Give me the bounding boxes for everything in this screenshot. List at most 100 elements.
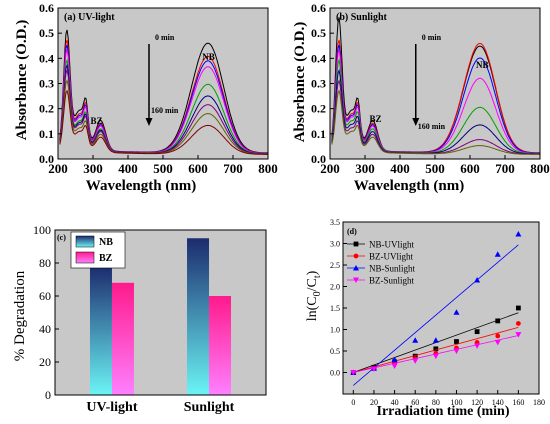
x-tick-label: 800 bbox=[258, 161, 278, 176]
y-tick-label: 0.1 bbox=[311, 127, 326, 141]
panel-d-xlabel: Irradiation time (min) bbox=[377, 404, 510, 419]
legend-label-bz: BZ bbox=[99, 253, 113, 264]
time-arrow-head bbox=[412, 118, 420, 126]
y-tick-label: 0.0 bbox=[330, 369, 340, 378]
y-tick-label: 0.5 bbox=[330, 347, 340, 356]
panel-label: (b) Sunlight bbox=[336, 12, 388, 23]
y-tick-label: 0.6 bbox=[311, 1, 326, 15]
y-tick-label: 2.5 bbox=[330, 261, 340, 270]
y-tick-label: 0.0 bbox=[39, 152, 54, 166]
legend-marker-bz-uvlight bbox=[353, 253, 359, 259]
x-tick-label: 700 bbox=[223, 161, 243, 176]
legend-label-nb-sunlight: NB-Sunlight bbox=[369, 264, 416, 274]
x-tick-label: 500 bbox=[153, 161, 173, 176]
data-point-bz-sunlight bbox=[494, 339, 501, 346]
y-tick-label: 100 bbox=[33, 223, 51, 237]
data-point-bz-sunlight bbox=[515, 332, 522, 338]
spectrum-line-7 bbox=[331, 89, 540, 155]
data-point-nb-sunlight bbox=[412, 337, 419, 343]
y-tick-label: 2.0 bbox=[330, 283, 340, 292]
x-tick-label: 140 bbox=[492, 398, 504, 407]
data-point-nb-sunlight bbox=[391, 356, 398, 363]
annotation-start: 0 min bbox=[155, 33, 175, 42]
y-tick-label: 0.1 bbox=[39, 127, 54, 141]
bar-nb-0 bbox=[89, 266, 112, 395]
spectrum-line-5 bbox=[331, 68, 540, 155]
y-tick-label: 0.4 bbox=[39, 51, 54, 65]
y-tick-label: 0.3 bbox=[311, 77, 326, 91]
data-point-bz-sunlight bbox=[391, 363, 398, 370]
annotation-end: 160 min bbox=[151, 106, 179, 115]
legend-label-bz-uvlight: BZ-UVlight bbox=[369, 252, 413, 262]
x-tick-label: 100 bbox=[450, 398, 462, 407]
panel-d-ylabel-main: ln(C bbox=[305, 296, 320, 321]
panel-b-xlabel: Wavelength (nm) bbox=[354, 178, 464, 194]
data-point-nb-sunlight bbox=[494, 251, 501, 257]
y-tick-label: 1.5 bbox=[330, 304, 340, 313]
data-point-bz-uvlight bbox=[495, 333, 501, 339]
x-tick-label: 200 bbox=[320, 161, 340, 176]
panel-d-ylabel-mid: /C bbox=[305, 278, 320, 291]
x-tick-label: 180 bbox=[533, 398, 545, 407]
bar-bz-1 bbox=[209, 296, 232, 395]
time-arrow-head bbox=[145, 118, 153, 126]
data-point-nb-sunlight bbox=[453, 309, 460, 315]
annotation-end: 160 min bbox=[418, 122, 446, 131]
data-point-bz-sunlight bbox=[412, 358, 419, 364]
panel-d-ylabel-sub1: t bbox=[312, 275, 323, 278]
panel-a-xlabel: Wavelength (nm) bbox=[86, 178, 196, 194]
panel-d-kinetics-plot: ln(C0/Ct) Irradiation time (min) 0 20 40 60… bbox=[305, 218, 545, 419]
annotation-bz: BZ bbox=[90, 116, 102, 126]
x-tick-label: 600 bbox=[460, 161, 480, 176]
data-point-bz-sunlight bbox=[474, 343, 481, 349]
x-tick-label: 800 bbox=[530, 161, 550, 176]
spectrum-line-8 bbox=[59, 89, 268, 155]
data-point-nb-uvlight bbox=[412, 353, 418, 359]
data-point-nb-uvlight bbox=[495, 318, 501, 324]
x-tick-label: 20 bbox=[370, 398, 378, 407]
y-tick-label: 0.6 bbox=[39, 1, 54, 15]
panel-d-ylabel: ln(C0/Ct) bbox=[305, 270, 323, 321]
y-tick-label: 3.0 bbox=[330, 240, 340, 249]
y-tick-label: 0.0 bbox=[311, 152, 326, 166]
fit-line-bz-uvlight bbox=[353, 326, 519, 373]
x-tick-label: 0 bbox=[351, 398, 355, 407]
y-tick-label: 80 bbox=[39, 256, 51, 270]
legend-swatch-nb bbox=[75, 235, 95, 248]
y-tick-label: 0.2 bbox=[39, 102, 54, 116]
annotation-nb: NB bbox=[476, 60, 489, 70]
panel-label: (a) UV-light bbox=[64, 12, 115, 23]
y-tick-label: 0.2 bbox=[311, 102, 326, 116]
data-point-nb-uvlight bbox=[515, 305, 521, 311]
x-tick-label: 700 bbox=[495, 161, 515, 176]
bar-nb-1 bbox=[187, 238, 210, 395]
legend-label-nb: NB bbox=[99, 237, 113, 248]
panel-b-sunlight-spectra: Absorbance (O.D.) Wavelength (nm) 200 300… bbox=[292, 1, 550, 194]
panel-b-ylabel: Absorbance (O.D.) bbox=[292, 22, 308, 142]
data-point-bz-sunlight bbox=[432, 353, 439, 360]
x-tick-label: 60 bbox=[411, 398, 419, 407]
annotation-nb: NB bbox=[202, 52, 215, 62]
y-tick-label: 0.5 bbox=[39, 26, 54, 40]
data-point-nb-sunlight bbox=[474, 277, 481, 283]
data-point-nb-sunlight bbox=[432, 337, 439, 343]
y-tick-label: 3.5 bbox=[330, 218, 340, 227]
data-point-bz-sunlight bbox=[453, 348, 460, 354]
panel-label: (c) bbox=[57, 233, 66, 242]
y-tick-label: 1.0 bbox=[330, 326, 340, 335]
legend-marker-nb-sunlight bbox=[353, 265, 359, 271]
legend-marker-bz-sunlight bbox=[353, 277, 359, 283]
x-tick-label: 500 bbox=[425, 161, 445, 176]
x-tick-label: 200 bbox=[48, 161, 68, 176]
fit-line-nb-sunlight bbox=[353, 244, 519, 386]
x-tick-label: 120 bbox=[471, 398, 483, 407]
x-tick-label: 600 bbox=[188, 161, 208, 176]
data-point-nb-uvlight bbox=[474, 329, 480, 335]
data-point-bz-sunlight bbox=[350, 370, 357, 376]
panel-d-ylabel-end: ) bbox=[305, 270, 320, 275]
data-point-nb-uvlight bbox=[454, 339, 459, 344]
annotation-start: 0 min bbox=[422, 33, 442, 42]
spectrum-line-3 bbox=[59, 48, 268, 154]
y-tick-label: 20 bbox=[39, 355, 51, 369]
panel-a-ylabel: Absorbance (O.D.) bbox=[14, 20, 30, 140]
